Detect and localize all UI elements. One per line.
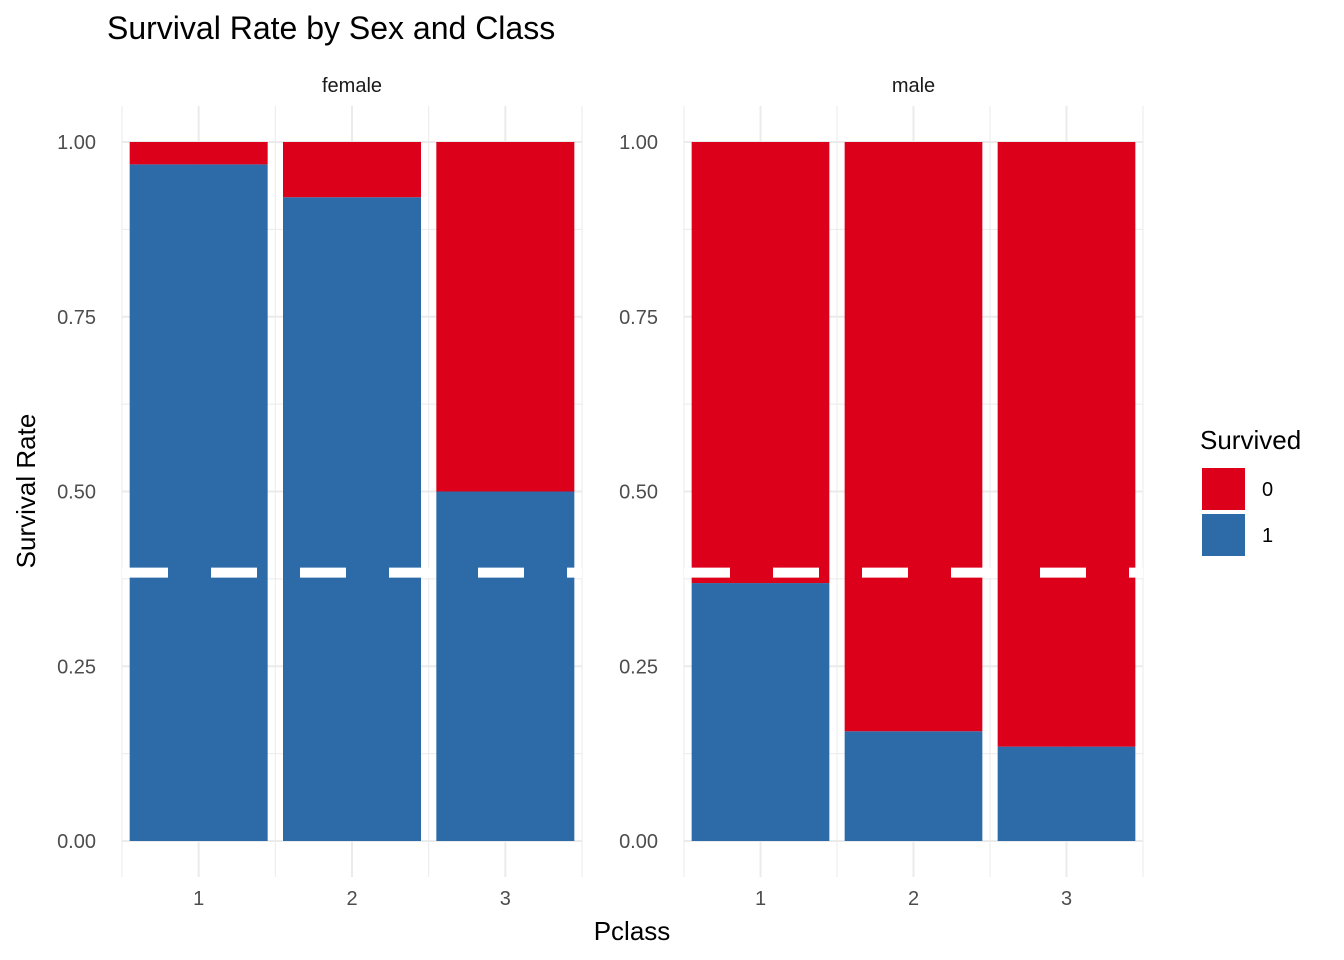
y-tick-label: 0.75	[619, 307, 658, 329]
bar-survived-0	[129, 142, 268, 165]
legend: Survived 0 1	[1200, 425, 1301, 556]
bar-survived-0	[283, 142, 421, 198]
y-tick-label: 0.00	[57, 831, 96, 853]
y-tick-label: 0.50	[619, 482, 658, 504]
legend-label-0: 0	[1262, 479, 1273, 501]
x-tick-label: 3	[500, 888, 511, 910]
x-tick-label: 3	[1061, 888, 1072, 910]
x-tick-label: 1	[193, 888, 204, 910]
y-tick-label: 0.25	[57, 656, 96, 678]
y-tick-label: 1.00	[57, 132, 96, 154]
x-tick-label: 2	[346, 888, 357, 910]
bar-survived-1	[283, 197, 421, 841]
bar-survived-1	[436, 491, 575, 841]
x-tick-label: 1	[755, 888, 766, 910]
x-axis-label: Pclass	[594, 916, 671, 946]
bar-survived-0	[436, 142, 575, 492]
facet-label: male	[892, 75, 935, 97]
facet-panel-female: female 0.00 0.25 0.50 0.75 1.00 1 2 3	[57, 75, 583, 910]
bar-survived-1	[691, 583, 830, 841]
bar-survived-1	[844, 731, 983, 841]
bar-survived-1	[129, 164, 268, 842]
facet-panels: female 0.00 0.25 0.50 0.75 1.00 1 2 3 male 0.00 0.2…	[57, 75, 1144, 910]
facet-label: female	[322, 75, 382, 97]
legend-key-0	[1202, 468, 1245, 510]
bars	[129, 142, 575, 842]
bar-survived-0	[997, 142, 1136, 747]
y-tick-label: 1.00	[619, 132, 658, 154]
y-tick-label: 0.50	[57, 482, 96, 504]
y-tick-label: 0.00	[619, 831, 658, 853]
x-tick-label: 2	[908, 888, 919, 910]
bar-survived-0	[691, 142, 830, 584]
y-tick-label: 0.25	[619, 656, 658, 678]
bar-survived-1	[997, 746, 1136, 841]
y-tick-label: 0.75	[57, 307, 96, 329]
legend-key-1	[1202, 514, 1245, 556]
bars	[691, 142, 1136, 841]
legend-title: Survived	[1200, 425, 1301, 455]
y-axis-label: Survival Rate	[11, 414, 41, 569]
bar-survived-0	[844, 142, 983, 732]
facet-panel-male: male 0.00 0.25 0.50 0.75 1.00 1 2 3	[619, 75, 1144, 910]
chart-title: Survival Rate by Sex and Class	[107, 10, 555, 46]
legend-label-1: 1	[1262, 525, 1273, 547]
